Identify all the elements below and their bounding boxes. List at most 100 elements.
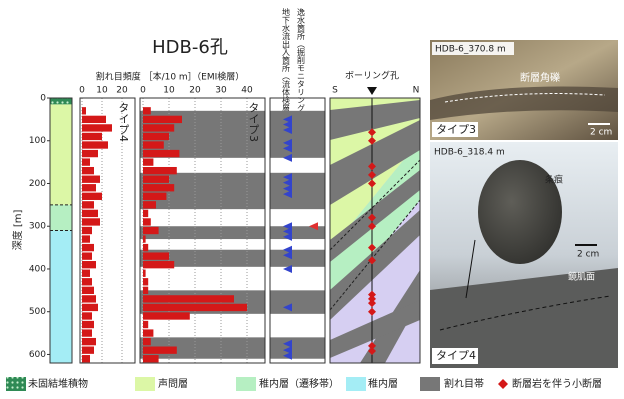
histogram-bar — [143, 176, 169, 183]
histogram-bar — [82, 235, 90, 242]
histogram-bar — [82, 141, 108, 148]
histogram-bar — [82, 287, 94, 294]
histogram-bar — [143, 141, 164, 148]
histogram-bar — [82, 107, 86, 114]
x-axis-title: 割れ目頻度 ［本/10 m］（EMI検層） — [96, 71, 245, 83]
histogram-bar — [82, 244, 94, 251]
y-tick-label: 500 — [29, 307, 46, 317]
photo-type: タイプ3 — [436, 123, 476, 136]
geology-interval — [50, 104, 72, 204]
x-tick-label: 40 — [241, 86, 253, 96]
histogram-bar — [143, 312, 190, 319]
photo-annotation: 条痕 — [545, 174, 563, 186]
histogram-bar — [143, 338, 151, 345]
borehole-left: S — [332, 86, 338, 96]
y-tick-label: 100 — [29, 136, 46, 146]
legend-label: 稚内層 — [368, 377, 398, 390]
fracture-zone — [270, 173, 325, 209]
photo-2: HDB-6_318.4 m 条痕 2 cm 鏡肌面 タイプ4 — [430, 142, 618, 368]
histogram-bar — [143, 167, 177, 174]
histogram-bar — [143, 133, 169, 140]
histogram-bar — [82, 355, 90, 362]
photo-scale: 2 cm — [590, 128, 612, 138]
histogram-bar — [82, 218, 100, 225]
geology-interval — [50, 98, 72, 104]
photo-id: HDB-6_370.8 m — [435, 45, 506, 55]
title: HDB-6孔 — [152, 37, 228, 58]
histogram-bar — [143, 270, 146, 277]
histogram-bar — [82, 312, 92, 319]
legend-label: 稚内層（遷移帯） — [259, 377, 339, 390]
panel-label: タイプ3 — [247, 102, 260, 142]
legend-swatch — [498, 379, 508, 389]
histogram-bar — [82, 176, 100, 183]
legend-label: 断層岩を伴う小断層 — [512, 377, 602, 390]
y-tick-label: 0 — [40, 94, 46, 104]
legend-swatch — [420, 377, 440, 391]
y-tick-label: 300 — [29, 222, 46, 232]
x-tick-label: 30 — [215, 86, 227, 96]
photo-scale: 2 cm — [577, 250, 599, 260]
panel-label: タイプ4 — [117, 102, 130, 142]
photo-annotation: 断層角礫 — [520, 71, 560, 84]
histogram-bar — [143, 252, 169, 259]
histogram-bar — [143, 304, 247, 311]
fracture-zone — [140, 226, 265, 239]
histogram-bar — [82, 201, 94, 208]
histogram-bar — [143, 244, 148, 251]
histogram-bar — [143, 227, 159, 234]
histogram-bar — [143, 184, 174, 191]
photo-id: HDB-6_318.4 m — [434, 148, 505, 158]
histogram-bar — [82, 124, 112, 131]
histogram-bar — [82, 150, 98, 157]
histogram-bar — [82, 261, 96, 268]
x-tick-label: 0 — [79, 86, 85, 96]
geology-interval — [50, 205, 72, 231]
histogram-bar — [82, 329, 92, 336]
x-tick-label: 10 — [163, 86, 175, 96]
legend-swatch — [6, 377, 26, 391]
photo-annotation: 鏡肌面 — [568, 271, 595, 283]
histogram-bar — [143, 278, 148, 285]
borehole-right: N — [413, 86, 420, 96]
y-tick-label: 200 — [29, 179, 46, 189]
y-tick-label: 400 — [29, 264, 46, 274]
fracture-zone — [270, 250, 325, 267]
figure: HDB-6孔 割れ目頻度 ［本/10 m］（EMI検層） 深度 [m] 地下水流… — [0, 0, 624, 399]
histogram-bar — [82, 295, 96, 302]
histogram-bar — [143, 287, 148, 294]
histogram-bar — [143, 321, 148, 328]
x-tick-label: 0 — [140, 86, 146, 96]
histogram-bar — [143, 107, 151, 114]
histogram-bar — [143, 193, 166, 200]
histogram-bar — [143, 201, 156, 208]
histogram-bar — [143, 210, 148, 217]
fracture-zone — [270, 337, 325, 358]
histogram-bar — [143, 355, 159, 362]
y-axis-title: 深度 [m] — [11, 210, 24, 251]
legend-swatch — [135, 377, 155, 391]
x-tick-label: 20 — [116, 86, 128, 96]
histogram-bar — [82, 227, 92, 234]
histogram-bar — [143, 116, 182, 123]
histogram-bar — [82, 304, 98, 311]
legend-label: 割れ目帯 — [444, 377, 484, 390]
photo-1: HDB-6_370.8 m 断層角礫 タイプ3 2 cm — [430, 40, 618, 140]
histogram-bar — [82, 158, 90, 165]
borehole-label: ボーリング孔 — [345, 70, 399, 82]
histogram-bar — [143, 218, 151, 225]
fracture-zone — [270, 290, 325, 314]
histogram-bar — [143, 347, 177, 354]
legend-swatch — [236, 377, 256, 391]
histogram-bar — [82, 347, 94, 354]
histogram-bar — [143, 329, 153, 336]
legend-label: 声問層 — [158, 377, 188, 390]
geology-interval — [50, 231, 72, 364]
legend-swatch — [346, 377, 366, 391]
histogram-bar — [143, 295, 234, 302]
histogram-bar — [82, 278, 92, 285]
histogram-bar — [82, 338, 96, 345]
inflow-header: 地下水流出入箇所（流体検層） — [282, 7, 291, 120]
histogram-bar — [82, 184, 96, 191]
x-tick-label: 20 — [189, 86, 201, 96]
